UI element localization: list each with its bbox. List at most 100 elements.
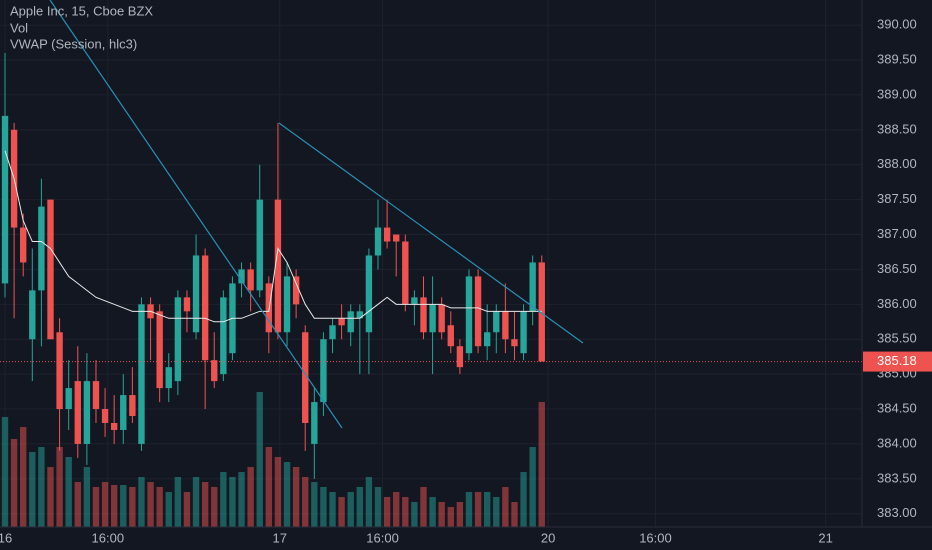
time-axis xyxy=(0,527,932,550)
candle-body xyxy=(402,241,409,305)
candle-body xyxy=(502,311,509,340)
candle-body xyxy=(174,297,182,382)
candle-body xyxy=(320,339,327,403)
volume-bar xyxy=(20,427,27,527)
indicator-label: Vol xyxy=(10,20,28,35)
volume-bar xyxy=(456,502,464,527)
volume-bar xyxy=(302,477,309,527)
candle-body xyxy=(511,339,518,347)
vwap-line xyxy=(4,150,542,323)
trend-line[interactable] xyxy=(278,122,584,344)
volume-bar xyxy=(165,492,172,527)
last-price-box xyxy=(863,351,932,372)
price-axis xyxy=(862,0,932,550)
volume-bar xyxy=(201,482,209,527)
x-tick-label: 16 xyxy=(0,530,12,545)
volume-bar xyxy=(420,487,427,527)
trend-line[interactable] xyxy=(49,0,343,429)
candle-body xyxy=(438,304,445,333)
y-tick-label: 389.50 xyxy=(877,51,917,66)
candle-body xyxy=(465,276,473,354)
volume-bar xyxy=(183,492,191,527)
volume-bar xyxy=(292,467,300,527)
indicator-label: VWAP (Session, hlc3) xyxy=(10,36,137,51)
volume-bar xyxy=(247,467,254,527)
candle-body xyxy=(74,381,81,444)
axes: 383.00383.50384.00384.50385.00385.50386.… xyxy=(0,17,932,545)
y-tick-label: 383.50 xyxy=(877,470,917,485)
volume-bar xyxy=(229,477,236,527)
candles xyxy=(0,53,862,479)
candle-body xyxy=(302,332,309,423)
volume-bar xyxy=(520,472,527,527)
candle-body xyxy=(256,199,263,291)
volume-bar xyxy=(220,472,227,527)
candle-body xyxy=(101,409,109,423)
candle-body xyxy=(92,381,100,410)
x-tick-label: 21 xyxy=(818,530,832,545)
candle-body xyxy=(138,304,145,444)
volume-bar xyxy=(156,487,163,527)
volume-bar xyxy=(465,492,473,527)
volume-bar xyxy=(311,482,318,527)
volume-bar xyxy=(411,502,418,527)
x-tick-label: 16:00 xyxy=(92,530,125,545)
candle-body xyxy=(383,227,391,242)
candle-body xyxy=(247,269,254,291)
volume-bar xyxy=(274,457,282,527)
candle-body xyxy=(29,290,36,340)
y-tick-label: 384.50 xyxy=(877,400,917,415)
volume-bar xyxy=(29,452,36,527)
volume-bar xyxy=(47,467,54,527)
candle-body xyxy=(192,255,200,333)
candle-body xyxy=(220,297,227,375)
volume-bar xyxy=(447,507,454,527)
y-tick-label: 386.50 xyxy=(877,261,917,276)
y-tick-label: 387.50 xyxy=(877,191,917,206)
chart-title: Apple Inc, 15, Cboe BZX xyxy=(10,3,153,18)
candle-body xyxy=(493,311,500,333)
volume-bar xyxy=(438,502,445,527)
candle-body xyxy=(374,227,382,256)
volume-bar xyxy=(493,497,500,527)
candle-body xyxy=(83,381,91,444)
candle-body xyxy=(211,360,218,382)
volume-bar xyxy=(338,497,345,527)
candle-body xyxy=(474,276,482,347)
volume-bar xyxy=(283,462,291,527)
candle-body xyxy=(1,115,9,284)
y-tick-label: 388.00 xyxy=(877,156,917,171)
volume-bar xyxy=(211,487,218,527)
candle-body xyxy=(38,206,45,291)
candle-body xyxy=(156,311,163,389)
volume-bar xyxy=(320,487,327,527)
candle-body xyxy=(393,234,400,242)
candle-body xyxy=(329,325,336,340)
candle-body xyxy=(183,297,191,312)
y-tick-label: 390.00 xyxy=(877,17,917,32)
volume-bar xyxy=(374,487,382,527)
volume-bar xyxy=(383,497,391,527)
volume-bar xyxy=(56,447,63,527)
volume-bar xyxy=(74,482,81,527)
candle-body xyxy=(338,318,345,326)
candle-body xyxy=(238,269,245,284)
candle-body xyxy=(347,311,354,333)
volume-bar xyxy=(538,402,545,527)
candle-body xyxy=(356,311,363,319)
y-tick-label: 389.00 xyxy=(877,86,917,101)
candle-body xyxy=(120,395,127,430)
volume-bar xyxy=(129,487,136,527)
volume-bar xyxy=(147,482,154,527)
volume-bar xyxy=(174,477,182,527)
candle-body xyxy=(447,325,454,347)
candle-body xyxy=(129,395,136,417)
candle-body xyxy=(292,276,300,305)
y-tick-label: 384.00 xyxy=(877,435,917,450)
volume-bar xyxy=(92,487,100,527)
volume-bar xyxy=(329,492,336,527)
volume-bar xyxy=(1,417,9,527)
volume-bar xyxy=(238,472,245,527)
grid xyxy=(0,0,862,527)
volume-bar xyxy=(101,482,109,527)
